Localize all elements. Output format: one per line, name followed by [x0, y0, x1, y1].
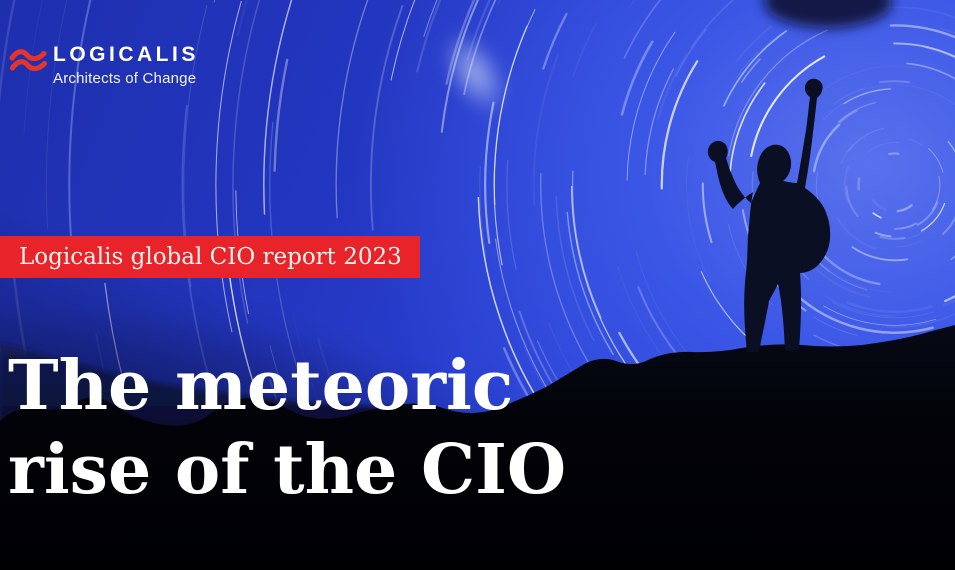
dark-cloud-patch [764, 0, 892, 28]
logicalis-logo-icon [9, 49, 48, 72]
logo-tagline: Architects of Change [53, 70, 197, 87]
title-line-1: The meteoric [8, 346, 514, 426]
page-title: The meteoric rise of the CIO [8, 344, 566, 512]
logo-wordmark: LOGICALIS [53, 43, 199, 66]
hill-silhouette [0, 325, 955, 570]
logicalis-logo: LOGICALIS Architects of Change [8, 44, 199, 88]
person-silhouette [707, 78, 831, 352]
report-badge: Logicalis global CIO report 2023 [0, 236, 420, 278]
title-line-2: rise of the CIO [8, 430, 567, 510]
